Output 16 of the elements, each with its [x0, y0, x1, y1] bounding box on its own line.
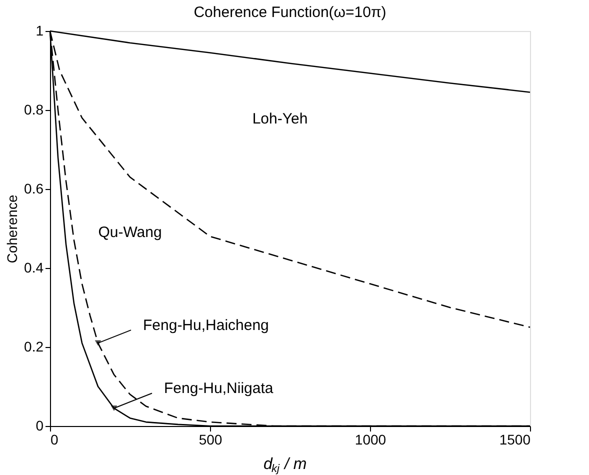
text: Feng-Hu,Haicheng	[143, 317, 269, 334]
y-tick-label: 0.2	[24, 338, 44, 354]
series-label: Feng-Hu,Niigata	[164, 380, 274, 398]
x-tick-label: 500	[198, 432, 222, 448]
y-tick-label: 0	[36, 418, 44, 434]
series-label: Qu-Wang	[98, 224, 162, 242]
x-tick-label: 0	[50, 432, 58, 448]
text: Loh-Yeh	[252, 110, 308, 128]
y-tick-label: 1	[36, 22, 44, 38]
y-axis-title: Coherence	[4, 194, 20, 264]
y-tick-label: 0.4	[24, 260, 44, 276]
y-tick-label: 0.8	[24, 102, 44, 118]
x-tick-label: 1500	[499, 432, 531, 448]
y-tick-label: 0.6	[24, 180, 44, 196]
x-tick-label: 1000	[354, 432, 386, 448]
chart-title: Coherence Function(ω=10π)	[194, 4, 386, 21]
